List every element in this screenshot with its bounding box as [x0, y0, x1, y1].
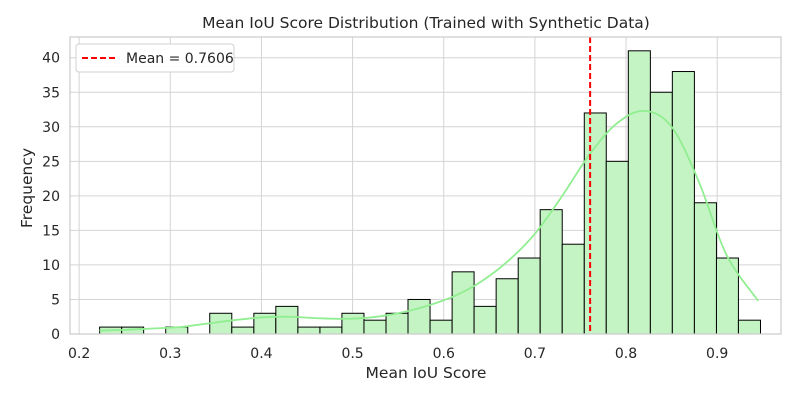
histogram-bar: [671, 71, 695, 335]
x-tick-label: 0.5: [341, 346, 363, 362]
x-tick-label: 0.9: [706, 346, 728, 362]
histogram-bar: [385, 312, 409, 335]
histogram-bar: [429, 319, 453, 335]
y-tick-label: 25: [42, 154, 60, 170]
x-tick-label: 0.3: [159, 346, 181, 362]
histogram-bar: [495, 278, 519, 335]
histogram-bar: [539, 209, 563, 335]
histogram-bar: [649, 91, 673, 335]
histogram-bar: [231, 326, 255, 335]
y-tick-label: 30: [42, 120, 60, 136]
histogram-bar: [319, 326, 343, 335]
legend: Mean = 0.7606: [75, 43, 235, 73]
histogram-bar: [275, 305, 299, 335]
y-tick-label: 35: [42, 85, 60, 101]
histogram-bar: [407, 298, 431, 335]
histogram-bar: [737, 319, 761, 335]
x-tick-label: 0.6: [433, 346, 455, 362]
histogram-bar: [517, 257, 541, 335]
x-tick-label: 0.8: [615, 346, 637, 362]
y-axis-label: Frequency: [18, 148, 36, 228]
y-tick-label: 20: [42, 189, 60, 205]
histogram-bar: [473, 305, 497, 335]
x-tick-labels: 0.2 0.3 0.4 0.5 0.6 0.7 0.8 0.9: [68, 346, 728, 362]
histogram-bar: [341, 312, 365, 335]
y-tick-label: 15: [42, 223, 60, 239]
legend-box: [75, 43, 235, 73]
x-tick-label: 0.7: [524, 346, 546, 362]
plot-frame: [69, 36, 782, 335]
kde-curve: [99, 110, 759, 332]
histogram-bar: [561, 243, 585, 335]
histogram-bar: [605, 160, 629, 335]
kde-curve-layer: [99, 110, 759, 332]
y-tick-label: 5: [51, 292, 60, 308]
y-tick-label: 0: [51, 327, 60, 343]
histogram-bar: [363, 319, 387, 335]
histogram-bar: [297, 326, 321, 335]
y-tick-labels: 0 5 10 15 20 25 30 35 40: [42, 51, 60, 343]
x-tick-label: 0.4: [250, 346, 272, 362]
y-tick-label: 40: [42, 51, 60, 67]
chart-title: Mean IoU Score Distribution (Trained wit…: [202, 14, 650, 32]
histogram-bar: [627, 50, 651, 335]
histogram-bar: [451, 271, 475, 335]
y-tick-label: 10: [42, 258, 60, 274]
x-axis-label: Mean IoU Score: [366, 364, 487, 382]
x-tick-label: 0.2: [68, 346, 90, 362]
legend-mean-label: Mean = 0.7606: [126, 51, 234, 67]
